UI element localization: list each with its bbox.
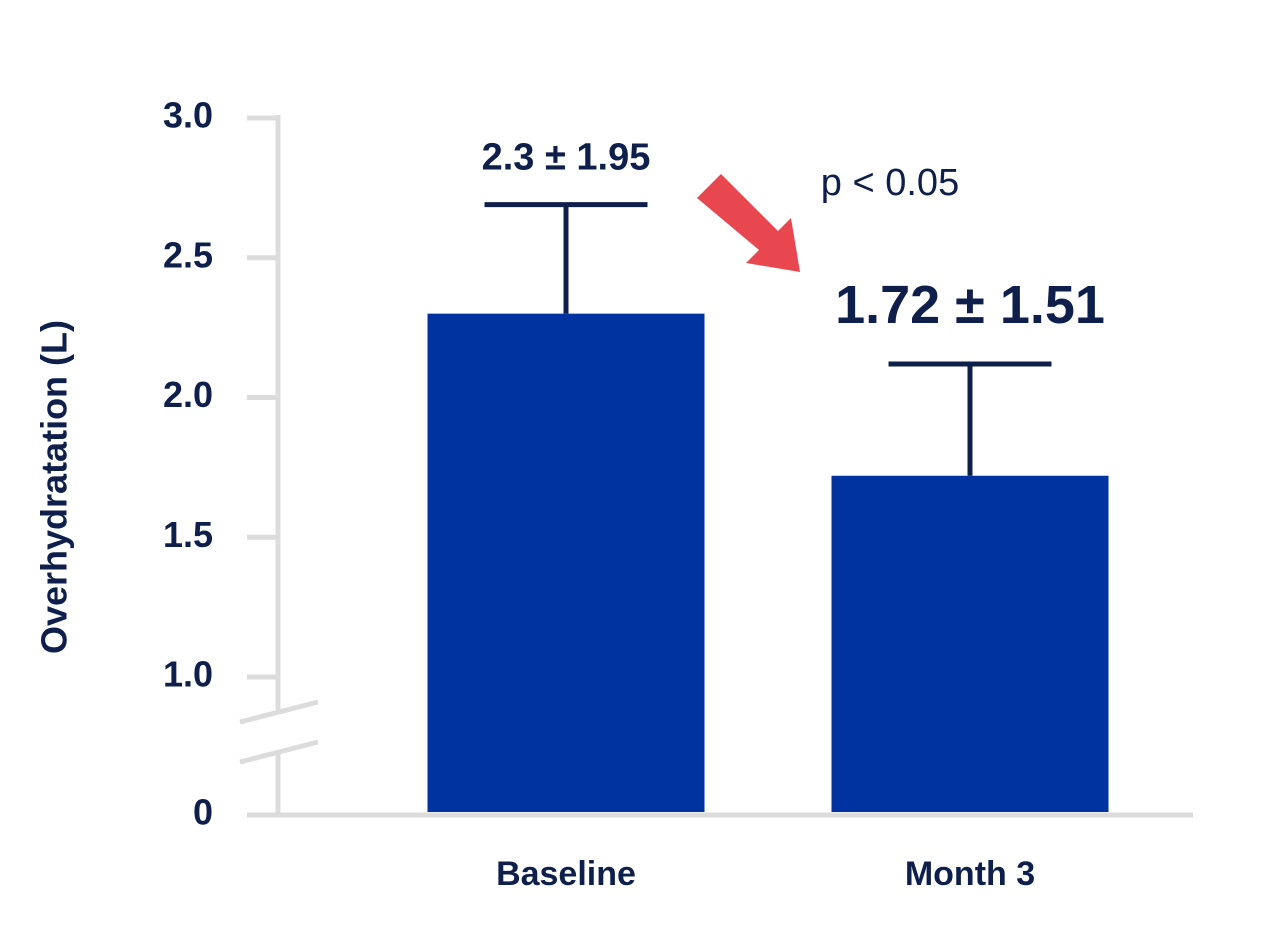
- y-tick-label: 2.0: [163, 374, 213, 415]
- annotation: p < 0.05: [821, 162, 959, 204]
- axis-break-gap: [274, 712, 282, 750]
- y-tick-label: 2.5: [163, 234, 213, 275]
- axis-break-mark: [239, 699, 319, 725]
- value-label: 2.3 ± 1.95: [482, 137, 651, 179]
- x-tick-label: Month 3: [905, 855, 1035, 893]
- bar: [427, 313, 705, 812]
- axis-break-mark: [239, 739, 319, 765]
- y-axis-label: Overhydratation (L): [34, 320, 75, 654]
- y-tick-label: 3.0: [163, 95, 213, 136]
- arrow: [697, 174, 800, 272]
- value-label: 1.72 ± 1.51: [835, 275, 1105, 335]
- y-tick-label: 1.5: [163, 514, 213, 555]
- bar: [831, 475, 1109, 812]
- y-tick-label: 0: [193, 792, 213, 833]
- y-tick-label: 1.0: [163, 654, 213, 695]
- x-tick-label: Baseline: [496, 855, 636, 893]
